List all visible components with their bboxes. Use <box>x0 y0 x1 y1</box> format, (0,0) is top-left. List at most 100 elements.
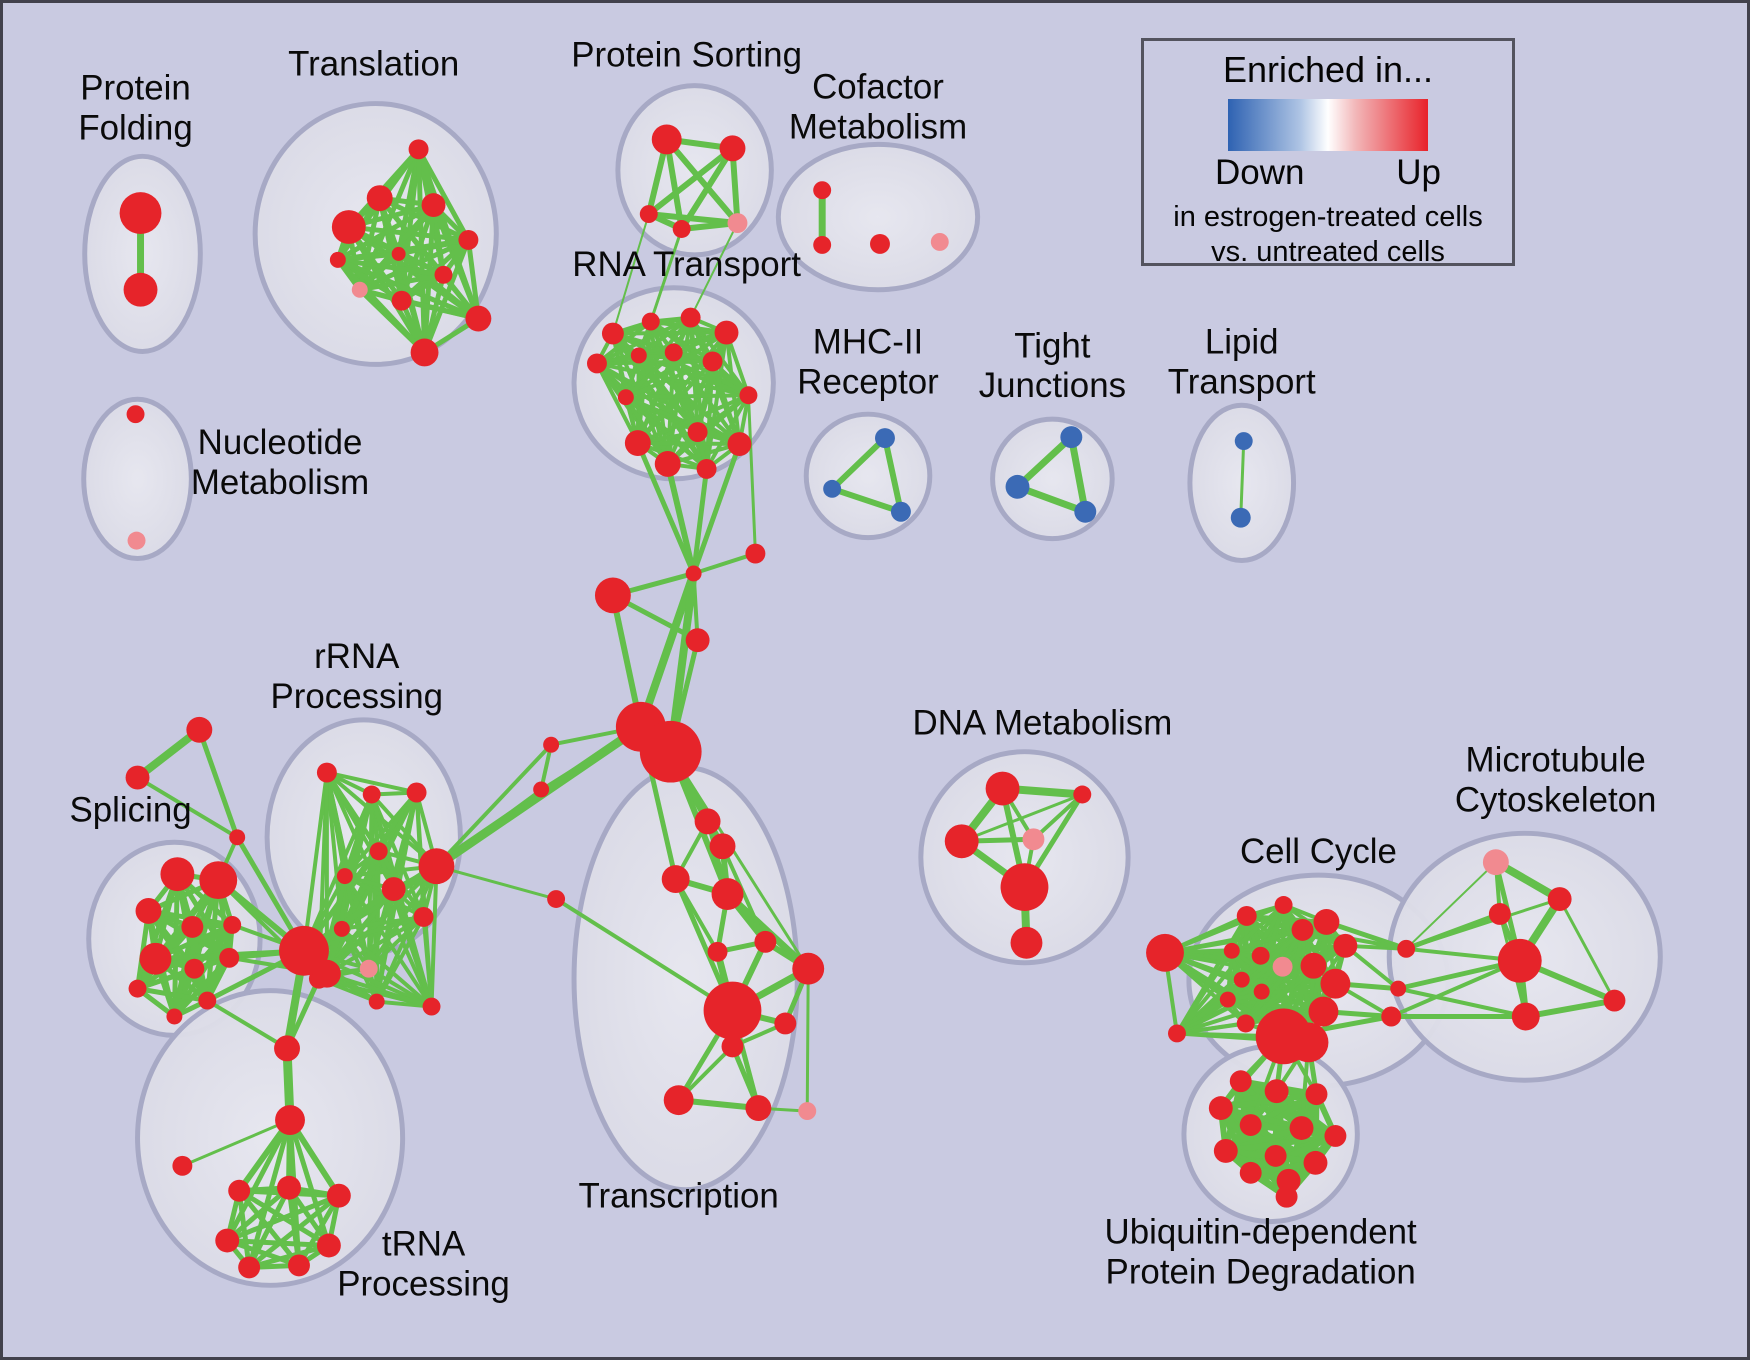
network-edge <box>416 146 471 243</box>
network-edge <box>663 136 685 232</box>
network-edge <box>135 986 210 1004</box>
cluster-label-transcription: Transcription <box>579 1177 779 1216</box>
network-edge <box>1229 903 1286 953</box>
network-edge <box>135 955 232 992</box>
network-node <box>601 322 624 345</box>
network-node <box>369 842 388 861</box>
network-node <box>1236 905 1257 926</box>
network-node <box>745 1095 772 1122</box>
cluster-label-splicing: Splicing <box>69 790 191 829</box>
cluster-label-ubiquitin-degradation: Protein Degradation <box>1106 1252 1416 1291</box>
network-svg: ProteinFoldingNucleotideMetabolismTransl… <box>69 36 1663 1303</box>
network-node <box>1390 980 1407 997</box>
cluster-label-cell-cycle: Cell Cycle <box>1240 832 1397 871</box>
network-node <box>1381 1006 1402 1027</box>
network-node <box>702 351 723 372</box>
network-node <box>215 1228 240 1253</box>
network-edge <box>636 569 698 731</box>
network-node <box>331 210 366 244</box>
legend-subtitle-2: vs. untreated cells <box>1211 236 1445 268</box>
network-node <box>719 135 746 162</box>
network-node <box>639 720 702 783</box>
network-edge <box>645 211 741 227</box>
network-node <box>685 628 710 653</box>
network-node <box>823 479 842 498</box>
network-edge <box>710 359 742 447</box>
network-node <box>1264 1144 1287 1167</box>
legend-up-label: Up <box>1396 153 1441 192</box>
network-edge <box>224 1117 293 1244</box>
network-node <box>543 736 560 753</box>
network-edge <box>1243 927 1305 1026</box>
cluster-label-cofactor-metabolism: Cofactor <box>812 68 944 107</box>
network-node <box>1300 952 1327 979</box>
network-node <box>125 765 150 790</box>
network-node <box>1289 1116 1314 1140</box>
cluster-label-lipid-transport: Lipid <box>1205 322 1279 361</box>
network-edge <box>669 750 810 971</box>
network-edge <box>1522 997 1618 1020</box>
network-edge <box>960 792 1084 843</box>
network-edge <box>689 222 739 319</box>
network-node <box>1291 918 1314 941</box>
network-node <box>119 192 162 234</box>
network-node <box>381 877 406 902</box>
network-node <box>711 878 744 910</box>
network-node <box>186 716 213 743</box>
network-node <box>1239 1114 1262 1136</box>
network-edge <box>649 227 684 324</box>
network-node <box>135 898 162 924</box>
network-node <box>229 829 246 846</box>
network-edge <box>691 466 710 576</box>
network-edge <box>431 202 481 322</box>
network-node <box>703 981 762 1040</box>
network-node <box>421 193 446 218</box>
cluster-label-trna-processing: tRNA <box>382 1224 466 1263</box>
network-edge <box>594 319 653 366</box>
network-edge <box>301 770 329 953</box>
cluster-label-protein-sorting: Protein Sorting <box>571 36 802 75</box>
network-node <box>1274 896 1293 914</box>
network-node <box>406 782 427 803</box>
network-node <box>721 1035 744 1058</box>
network-edge <box>623 393 751 400</box>
network-edge <box>224 1238 332 1248</box>
network-node <box>1236 1014 1255 1033</box>
network-node <box>639 205 658 224</box>
network-edge <box>623 359 715 400</box>
network-node <box>664 343 683 362</box>
network-node <box>813 181 832 200</box>
legend-box: Enriched in... Down Up in estrogen-treat… <box>1141 38 1515 268</box>
network-node <box>985 771 1020 806</box>
network-node <box>586 353 607 374</box>
network-node <box>1233 971 1250 988</box>
network-node <box>326 1183 351 1208</box>
cluster-label-rrna-processing: rRNA <box>314 637 400 676</box>
cluster-ellipse-mhc-ii-receptor <box>803 411 933 541</box>
network-node <box>1547 887 1572 911</box>
network-node <box>641 312 660 331</box>
network-node <box>727 213 748 233</box>
network-node <box>1005 474 1030 499</box>
network-edge <box>196 727 240 840</box>
network-node <box>1333 933 1358 958</box>
network-edge <box>1031 792 1085 842</box>
legend-down-label: Down <box>1215 153 1305 192</box>
network-node <box>123 272 158 307</box>
network-edge <box>1217 1091 1320 1112</box>
network-edge <box>180 1118 292 1168</box>
network-edge <box>335 257 446 278</box>
network-edge <box>421 914 434 1009</box>
network-node <box>139 942 172 975</box>
network-node <box>875 428 895 449</box>
network-node <box>1060 426 1083 449</box>
network-node <box>1022 828 1045 851</box>
network-node <box>1497 938 1542 983</box>
network-node <box>813 235 832 254</box>
network-node <box>1320 968 1351 999</box>
network-edge <box>339 914 426 931</box>
network-node <box>1074 500 1097 523</box>
network-node <box>685 565 702 582</box>
network-node <box>930 232 949 251</box>
network-node <box>944 824 979 859</box>
